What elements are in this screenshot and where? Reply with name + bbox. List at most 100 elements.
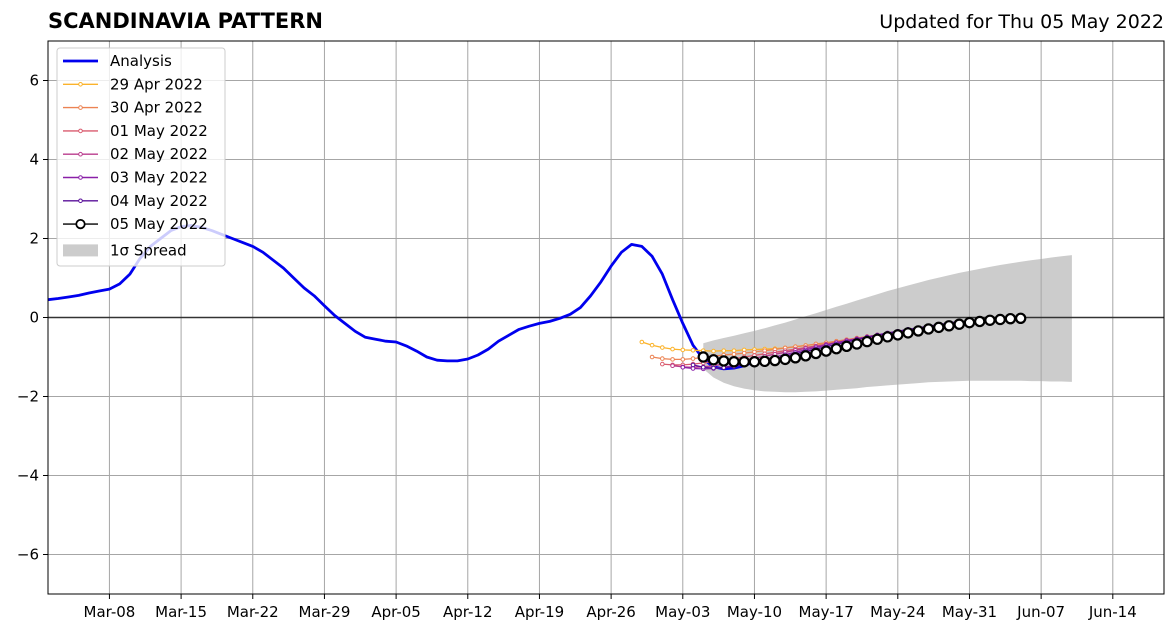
forecast-point: [680, 347, 686, 353]
forecast-point: [1014, 312, 1027, 324]
forecast-point: [649, 342, 655, 348]
x-tick-label: Mar-29: [299, 603, 351, 621]
forecast-point: [700, 364, 706, 370]
legend-item: 03 May 2022: [63, 169, 208, 187]
legend-marker: [78, 82, 83, 87]
legend-label: 02 May 2022: [110, 145, 208, 163]
forecast-point: [861, 335, 873, 348]
x-tick-label: Jun-14: [1088, 603, 1137, 621]
legend-item: 1σ Spread: [63, 241, 187, 259]
x-tick-label: May-31: [942, 603, 997, 621]
forecast-point: [670, 363, 675, 368]
legend-patch: [63, 244, 98, 257]
forecast-point: [649, 354, 655, 360]
forecast-point: [639, 339, 645, 345]
axes-layer: Mar-08 Mar-15 Mar-22 Mar-29 Apr-05 Apr-12 Apr-…: [17, 40, 1165, 621]
legend-label: Analysis: [110, 52, 172, 70]
legend-marker: [78, 105, 83, 110]
x-tick-label: Jun-07: [1016, 603, 1065, 621]
forecast-point: [933, 321, 945, 334]
legend-label: 01 May 2022: [110, 122, 208, 140]
legend-label: 29 Apr 2022: [110, 75, 203, 93]
legend-label: 05 May 2022: [110, 215, 208, 233]
forecast-point: [994, 313, 1006, 326]
forecast-point: [974, 315, 986, 328]
x-tick-label: May-03: [655, 603, 710, 621]
forecast-point: [789, 352, 802, 364]
legend-label: 1σ Spread: [110, 241, 187, 259]
x-tick-label: May-17: [799, 603, 854, 621]
forecast-point: [670, 357, 675, 362]
forecast-point: [922, 323, 935, 335]
y-tick-label: −6: [17, 546, 39, 564]
x-tick-label: Apr-05: [371, 603, 421, 621]
legend-item: 29 Apr 2022: [63, 75, 203, 93]
y-tick-label: −2: [17, 388, 39, 406]
legend-item: 02 May 2022: [63, 145, 208, 163]
forecast-point: [902, 327, 914, 339]
forecast-point: [711, 365, 716, 371]
y-tick-label: 4: [29, 151, 39, 169]
forecast-point: [748, 356, 761, 368]
legend-marker: [78, 128, 83, 134]
updated-date: Updated for Thu 05 May 2022: [879, 11, 1164, 33]
x-tick-label: Mar-15: [155, 603, 207, 621]
y-tick-label: −4: [17, 467, 39, 485]
forecast-point: [680, 364, 686, 370]
forecast-point: [660, 345, 665, 350]
forecast-point: [881, 331, 894, 343]
forecast-point: [871, 333, 884, 345]
forecast-point: [731, 351, 737, 357]
spread-band-layer: [703, 255, 1072, 393]
y-tick-label: 2: [29, 230, 39, 248]
chart-title: SCANDINAVIA PATTERN: [48, 9, 323, 33]
spread-band: [703, 255, 1072, 393]
forecast-point: [690, 347, 696, 353]
x-tick-label: May-24: [870, 603, 925, 621]
x-tick-label: May-10: [727, 603, 782, 621]
forecast-point: [680, 357, 686, 362]
legend-item: 30 Apr 2022: [63, 99, 203, 117]
y-tick-label: 0: [29, 309, 39, 327]
legend-marker: [78, 198, 83, 204]
x-tick-label: Apr-12: [443, 603, 493, 621]
legend-label: 30 Apr 2022: [110, 99, 203, 117]
x-tick-label: Mar-08: [84, 603, 136, 621]
forecast-point: [660, 356, 665, 361]
forecast-point: [943, 320, 955, 332]
forecast-point: [779, 353, 791, 366]
forecast-point: [728, 356, 740, 368]
forecast-point: [820, 345, 832, 357]
x-tick-label: Apr-26: [586, 603, 636, 621]
forecast-point: [851, 338, 863, 350]
forecast-point: [963, 316, 976, 329]
legend: Analysis 29 Apr 2022 30 Apr 2022 01 May 202…: [56, 47, 226, 267]
forecast-point: [660, 361, 665, 367]
forecast-point: [697, 351, 709, 363]
forecast-point: [912, 325, 924, 337]
legend-item: 05 May 2022: [63, 215, 208, 233]
forecast-point: [984, 314, 996, 326]
forecast-point: [830, 343, 843, 355]
forecast-point: [670, 346, 675, 352]
forecast-point: [690, 356, 696, 361]
forecast-point: [892, 329, 904, 341]
legend-item: 04 May 2022: [63, 192, 208, 210]
legend-item: Analysis: [63, 52, 172, 70]
legend-marker: [78, 175, 83, 180]
forecast-point: [769, 354, 781, 367]
legend-label: 03 May 2022: [110, 169, 208, 187]
forecast-layer: [639, 312, 1027, 372]
forecast-point: [758, 355, 771, 368]
legend-item: 01 May 2022: [63, 122, 208, 140]
forecast-point: [711, 348, 716, 354]
forecast-point: [738, 356, 750, 368]
forecast-point: [741, 350, 747, 356]
x-tick-label: Apr-19: [515, 603, 565, 621]
forecast-point: [953, 318, 965, 330]
plot-frame: [47, 40, 1165, 595]
forecast-point: [810, 347, 822, 360]
legend-label: 04 May 2022: [110, 192, 208, 210]
forecast-point: [690, 362, 696, 368]
